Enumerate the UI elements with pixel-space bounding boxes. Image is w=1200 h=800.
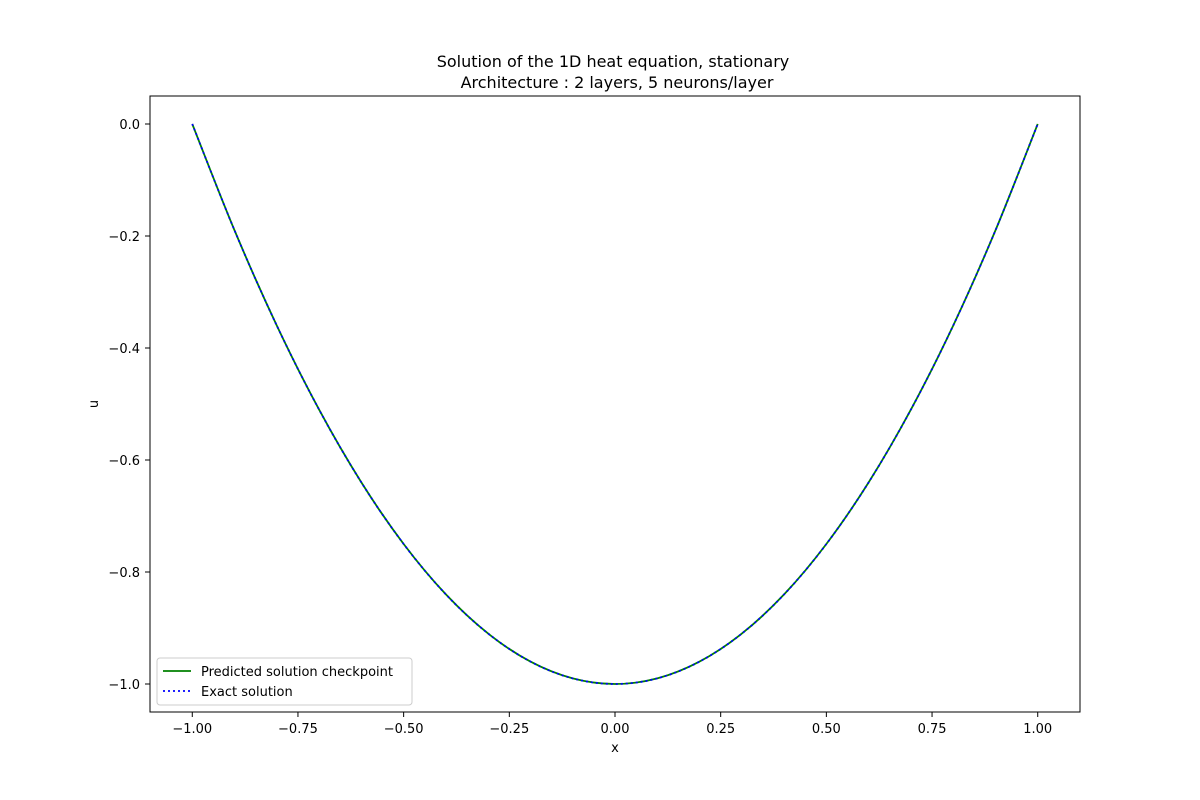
x-tick-label: 1.00: [1023, 722, 1052, 737]
x-tick-label: −0.50: [384, 722, 424, 737]
y-tick-label: −0.2: [108, 230, 140, 245]
x-tick-label: 0.50: [812, 722, 841, 737]
series-line-exact: [191, 123, 1039, 685]
x-tick-label: −0.25: [489, 722, 529, 737]
x-tick-label: 0.25: [706, 722, 735, 737]
plot-area-frame: [149, 95, 1081, 713]
x-tick-label: −1.00: [172, 722, 212, 737]
y-tick-label: −0.8: [108, 566, 140, 581]
x-tick-label: −0.75: [278, 722, 318, 737]
legend-label-exact: Exact solution: [201, 685, 293, 700]
x-tick-label: 0.00: [601, 722, 630, 737]
legend: Predicted solution checkpoint Exact solu…: [156, 657, 413, 706]
series-layer: [191, 123, 1039, 685]
y-tick-label: −1.0: [108, 678, 140, 693]
y-axis-label: u: [87, 400, 102, 408]
chart-title: Solution of the 1D heat equation, statio…: [437, 52, 790, 71]
y-axis-ticks: 0.0 −0.2 −0.4 −0.6 −0.8 −1.0: [108, 118, 150, 693]
legend-label-predicted: Predicted solution checkpoint: [201, 665, 393, 680]
x-axis-label: x: [611, 741, 619, 756]
x-axis-ticks: −1.00 −0.75 −0.50 −0.25 0.00 0.25 0.50 0.75 1.00: [172, 712, 1052, 737]
legend-box: [156, 657, 413, 706]
y-tick-label: 0.0: [119, 118, 140, 133]
y-tick-label: −0.4: [108, 342, 140, 357]
x-tick-label: 0.75: [918, 722, 947, 737]
y-tick-label: −0.6: [108, 454, 140, 469]
chart-subtitle: Architecture : 2 layers, 5 neurons/layer: [461, 73, 774, 92]
